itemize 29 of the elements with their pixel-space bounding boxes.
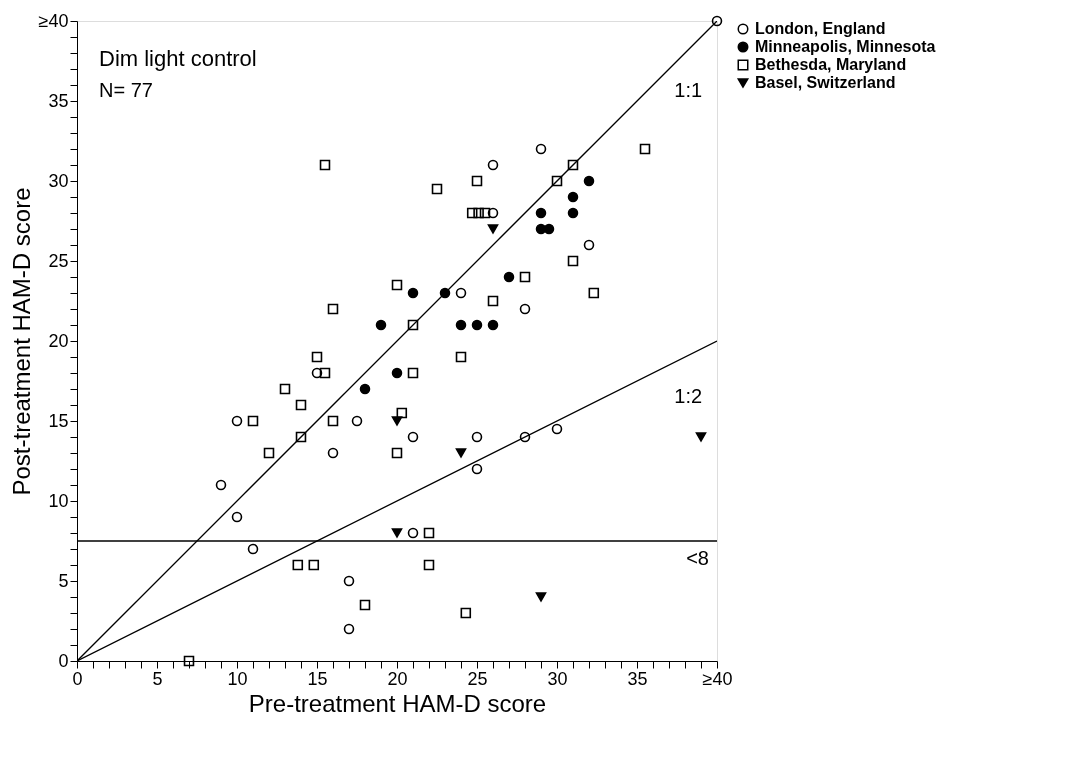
y-tick-label: 20: [48, 330, 69, 351]
ref-line-label: <8: [686, 547, 709, 569]
x-tick-label: 20: [387, 668, 408, 689]
series-label: 1:2: [674, 385, 703, 407]
annotation: Dim light control: [99, 46, 257, 71]
y-tick-label: 15: [48, 410, 69, 431]
y-tick-label: 0: [58, 650, 69, 671]
x-tick-label: ≥40: [702, 668, 733, 689]
legend-label: Minneapolis, Minnesota: [755, 38, 936, 55]
x-tick-label: 5: [152, 668, 163, 689]
y-tick-label: 10: [48, 490, 69, 511]
x-tick-label: 10: [227, 668, 248, 689]
legend-label: Bethesda, Maryland: [755, 56, 907, 73]
x-tick-label: 0: [72, 668, 83, 689]
series-label: 1:1: [674, 79, 703, 102]
legend-label: Basel, Switzerland: [755, 74, 896, 91]
x-axis-title: Pre-treatment HAM-D score: [248, 689, 547, 717]
y-tick-label: 5: [58, 570, 69, 591]
annotation: N= 77: [99, 79, 153, 101]
y-tick-label: 30: [48, 170, 69, 191]
x-tick-label: 35: [627, 668, 648, 689]
y-tick-label: 35: [48, 90, 69, 111]
y-tick-label: 25: [48, 250, 69, 271]
x-tick-label: 30: [547, 668, 568, 689]
y-axis-title: Post-treatment HAM-D score: [7, 187, 35, 496]
x-tick-label: 25: [467, 668, 488, 689]
y-tick-label: ≥40: [38, 10, 69, 31]
legend-label: London, England: [755, 20, 886, 37]
x-tick-label: 15: [307, 668, 328, 689]
